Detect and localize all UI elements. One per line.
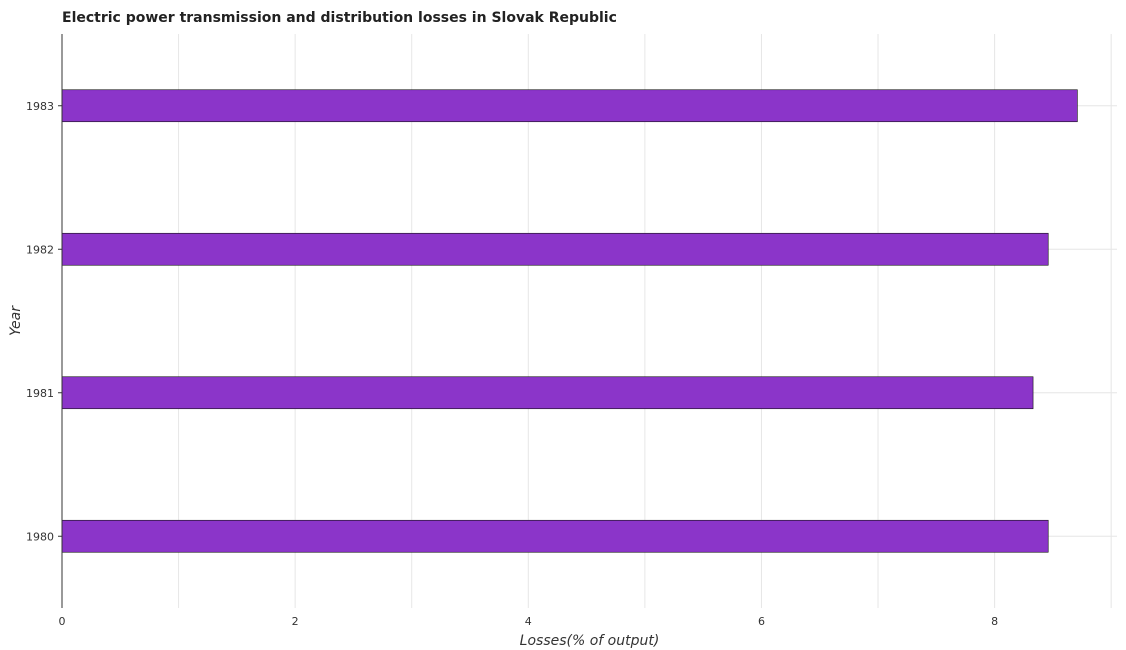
- y-tick-label: 1980: [26, 530, 54, 543]
- bar-1980: [61, 519, 1049, 553]
- bar-1981: [61, 376, 1034, 410]
- y-tick-label: 1981: [26, 387, 54, 400]
- x-tick-label: 6: [758, 615, 765, 628]
- bar-1982: [61, 232, 1049, 266]
- y-axis-label: Year: [8, 305, 24, 336]
- x-tick-label: 0: [59, 615, 66, 628]
- x-axis-label: Losses(% of output): [520, 633, 660, 649]
- x-tick-label: 2: [292, 615, 299, 628]
- chart-title: Electric power transmission and distribu…: [62, 10, 617, 26]
- axes: 0 2 4 6 8 1980 1981 1982 1983: [26, 34, 998, 628]
- bar-1983: [61, 89, 1078, 123]
- x-tick-label: 8: [991, 615, 998, 628]
- x-tick-label: 4: [525, 615, 532, 628]
- bars: [61, 89, 1078, 553]
- y-tick-label: 1982: [26, 243, 54, 256]
- y-tick-label: 1983: [26, 100, 54, 113]
